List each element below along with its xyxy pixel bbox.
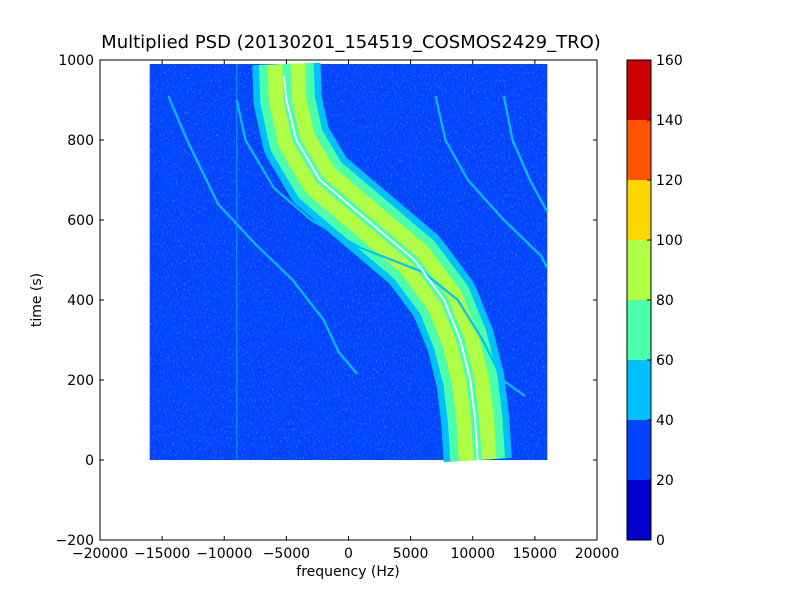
colorbar-tick-label: 100 — [656, 233, 683, 249]
colorbar-tick-label: 40 — [656, 413, 674, 429]
colorbar-segment-2 — [627, 360, 651, 420]
colorbar-tick-label: 60 — [656, 353, 674, 369]
x-tick-label: 10000 — [450, 546, 495, 562]
main-center-trace — [283, 75, 479, 461]
x-tick-label: 0 — [344, 546, 353, 562]
y-tick-label: 800 — [67, 133, 94, 149]
colorbar-segment-0 — [627, 480, 651, 540]
x-tick-label: −20000 — [72, 546, 128, 562]
colorbar-segment-3 — [627, 300, 651, 360]
y-tick-label: 600 — [67, 213, 94, 229]
satellite-trace-2 — [235, 99, 526, 397]
colorbar: 0 20 40 60 80 100 120 140 160 — [626, 53, 683, 549]
y-tick-label: −200 — [56, 533, 94, 549]
y-tick-label: 400 — [67, 293, 94, 309]
y-tick-label: 1000 — [58, 53, 94, 69]
satellite-trace-1 — [167, 95, 359, 375]
x-tick-label: −10000 — [196, 546, 252, 562]
colorbar-segment-5 — [627, 180, 651, 240]
x-tick-label: 20000 — [575, 546, 620, 562]
colorbar-segment-1 — [627, 420, 651, 480]
y-tick-label: 200 — [67, 373, 94, 389]
colorbar-tick-label: 0 — [656, 533, 665, 549]
x-tick-label: −15000 — [134, 546, 190, 562]
colorbar-tick-label: 140 — [656, 113, 683, 129]
x-axis-label: frequency (Hz) — [296, 564, 399, 580]
colorbar-segment-6 — [627, 120, 651, 180]
satellite-trace-3 — [434, 95, 549, 269]
colorbar-segment-4 — [627, 240, 651, 300]
y-tick-label: 0 — [85, 453, 94, 469]
colorbar-tick-label: 120 — [656, 173, 683, 189]
y-axis-label: time (s) — [29, 273, 45, 327]
x-tick-label: 15000 — [513, 546, 558, 562]
colorbar-tick-label: 160 — [656, 53, 683, 69]
satellite-trace-4 — [502, 95, 549, 213]
x-tick-label: −5000 — [263, 546, 310, 562]
x-tick-label: 5000 — [393, 546, 429, 562]
colorbar-tick-label: 20 — [656, 473, 674, 489]
colorbar-tick-label: 80 — [656, 293, 674, 309]
chart-title: Multiplied PSD (20130201_154519_COSMOS24… — [101, 32, 601, 53]
colorbar-segment-7 — [627, 60, 651, 120]
